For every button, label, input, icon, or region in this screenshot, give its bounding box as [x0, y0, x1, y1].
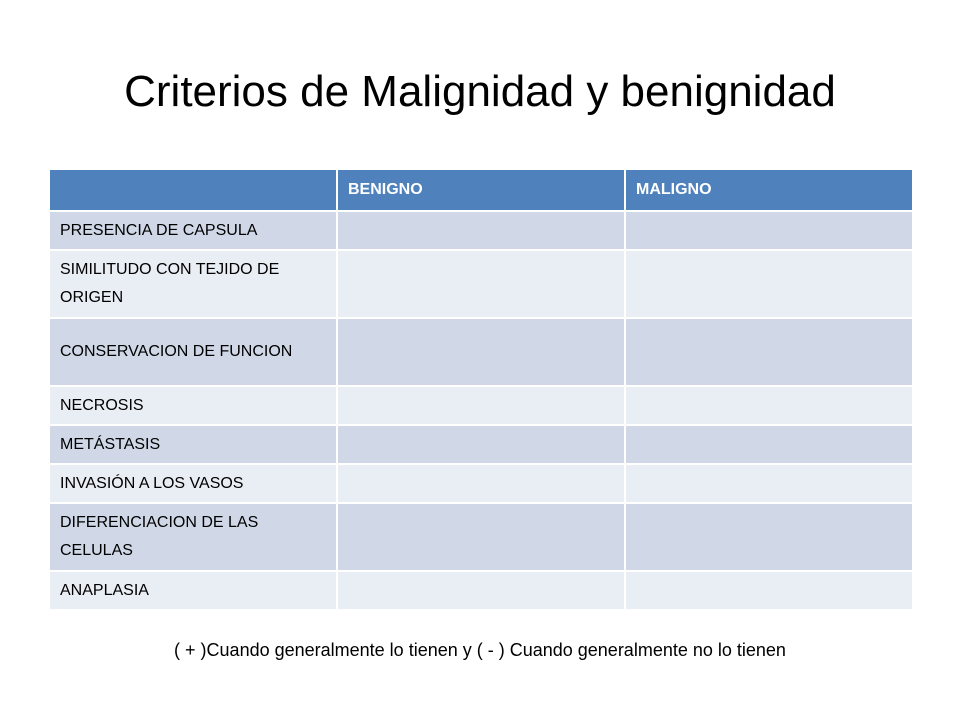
- criterion-cell: PRESENCIA DE CAPSULA: [48, 210, 338, 251]
- header-cell-criterion: [48, 168, 338, 212]
- legend-footnote: ( + )Cuando generalmente lo tienen y ( -…: [174, 640, 786, 660]
- maligno-cell[interactable]: [624, 249, 914, 319]
- criterion-cell: NECROSIS: [48, 385, 338, 426]
- slide-title: Criterios de Malignidad y benignidad: [124, 67, 836, 116]
- criterion-cell: CONSERVACION DE FUNCION: [48, 317, 338, 387]
- criterion-cell: METÁSTASIS: [48, 424, 338, 465]
- criterion-cell: INVASIÓN A LOS VASOS: [48, 463, 338, 504]
- benigno-cell[interactable]: [336, 317, 626, 387]
- table-row: PRESENCIA DE CAPSULA: [48, 210, 914, 251]
- table-row: DIFERENCIACION DE LAS CELULAS: [48, 502, 914, 572]
- benigno-cell[interactable]: [336, 210, 626, 251]
- criterion-cell: DIFERENCIACION DE LAS CELULAS: [48, 502, 338, 572]
- criteria-table-container: BENIGNO MALIGNO PRESENCIA DE CAPSULA SIM…: [48, 168, 914, 611]
- table-row: INVASIÓN A LOS VASOS: [48, 463, 914, 504]
- maligno-cell[interactable]: [624, 424, 914, 465]
- benigno-cell[interactable]: [336, 385, 626, 426]
- maligno-cell[interactable]: [624, 463, 914, 504]
- maligno-cell[interactable]: [624, 502, 914, 572]
- table-row: CONSERVACION DE FUNCION: [48, 317, 914, 387]
- header-cell-benigno: BENIGNO: [336, 168, 626, 212]
- criterion-cell: SIMILITUDO CON TEJIDO DE ORIGEN: [48, 249, 338, 319]
- benigno-cell[interactable]: [336, 463, 626, 504]
- maligno-cell[interactable]: [624, 385, 914, 426]
- maligno-cell[interactable]: [624, 210, 914, 251]
- table-row: ANAPLASIA: [48, 570, 914, 611]
- benigno-cell[interactable]: [336, 502, 626, 572]
- table-header-row: BENIGNO MALIGNO: [48, 168, 914, 212]
- header-cell-maligno: MALIGNO: [624, 168, 914, 212]
- benigno-cell[interactable]: [336, 424, 626, 465]
- table-row: SIMILITUDO CON TEJIDO DE ORIGEN: [48, 249, 914, 319]
- benigno-cell[interactable]: [336, 249, 626, 319]
- maligno-cell[interactable]: [624, 570, 914, 611]
- criteria-table: BENIGNO MALIGNO PRESENCIA DE CAPSULA SIM…: [48, 168, 914, 611]
- table-row: METÁSTASIS: [48, 424, 914, 465]
- benigno-cell[interactable]: [336, 570, 626, 611]
- table-row: NECROSIS: [48, 385, 914, 426]
- criterion-cell: ANAPLASIA: [48, 570, 338, 611]
- maligno-cell[interactable]: [624, 317, 914, 387]
